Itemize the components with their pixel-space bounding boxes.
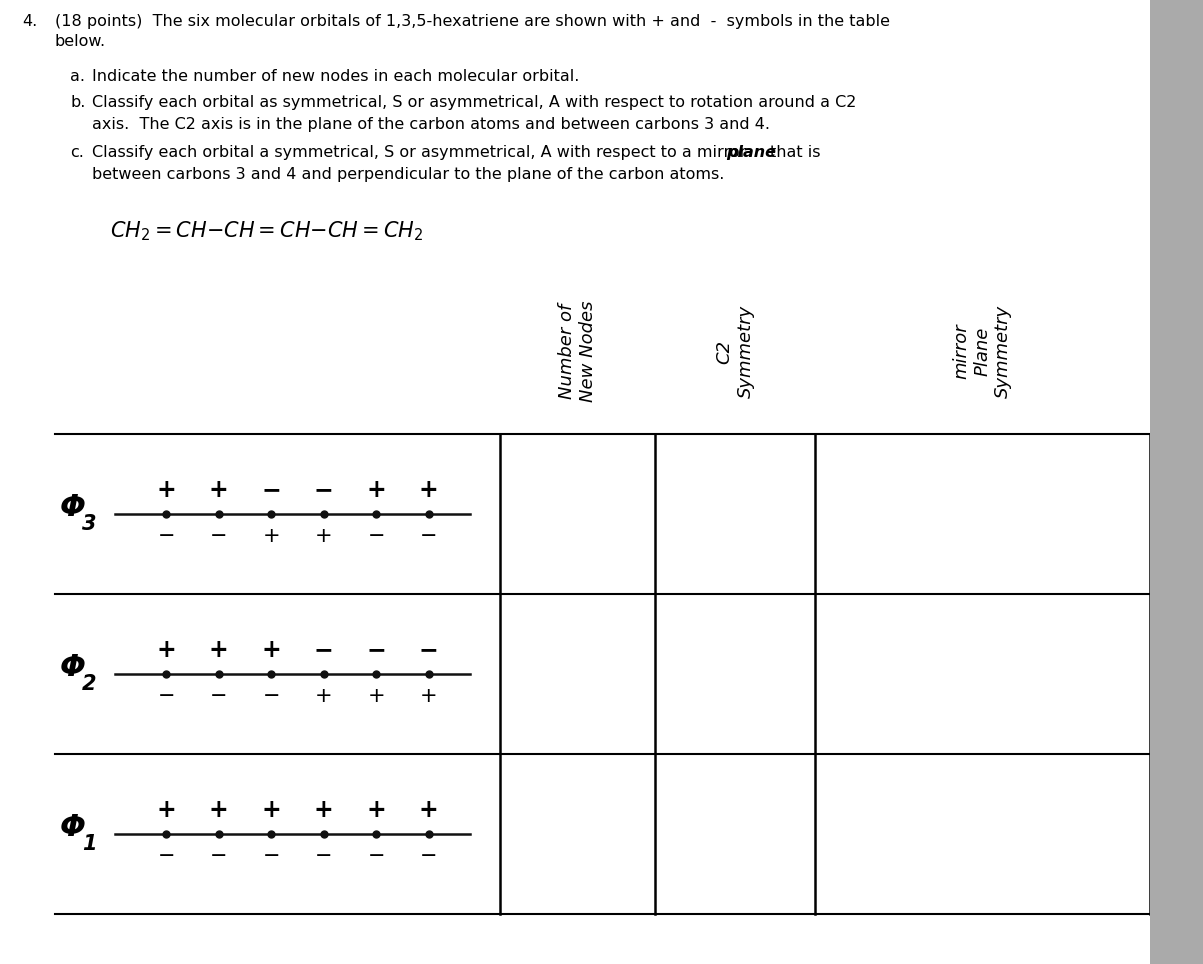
Text: Φ: Φ [60,814,85,843]
Text: c.: c. [70,145,84,160]
Text: −: − [262,846,280,866]
Text: +: + [315,686,332,706]
Text: Indicate the number of new nodes in each molecular orbital.: Indicate the number of new nodes in each… [91,69,580,84]
Text: −: − [419,638,438,662]
Text: (18 points)  The six molecular orbitals of 1,3,5-hexatriene are shown with + and: (18 points) The six molecular orbitals o… [55,14,890,29]
Text: C2
Symmetry: C2 Symmetry [716,305,754,398]
Text: b.: b. [70,95,85,110]
Text: that is: that is [770,145,820,160]
Text: 3: 3 [82,514,96,534]
Text: $\mathit{CH_2{=}CH{-}CH{=}CH{-}CH{=}CH_2}$: $\mathit{CH_2{=}CH{-}CH{=}CH{-}CH{=}CH_2… [109,219,423,243]
Text: +: + [314,798,333,822]
Text: −: − [211,526,227,546]
Text: −: − [366,638,386,662]
Text: +: + [366,478,386,502]
Text: −: − [158,526,176,546]
Text: −: − [420,846,438,866]
Text: between carbons 3 and 4 and perpendicular to the plane of the carbon atoms.: between carbons 3 and 4 and perpendicula… [91,167,724,182]
Text: 4.: 4. [22,14,37,29]
Text: +: + [420,686,438,706]
Text: +: + [366,798,386,822]
Text: +: + [261,798,282,822]
Text: +: + [209,798,229,822]
Text: below.: below. [55,34,106,49]
Text: +: + [156,638,177,662]
Text: Classify each orbital a symmetrical, S or asymmetrical, A with respect to a mirr: Classify each orbital a symmetrical, S o… [91,145,746,160]
Text: +: + [156,478,177,502]
Text: −: − [261,478,282,502]
Text: Number of
New Nodes: Number of New Nodes [558,301,597,402]
Text: +: + [315,526,332,546]
Text: +: + [262,526,280,546]
Text: 2: 2 [82,674,96,694]
Bar [1150,0,1203,964]
Text: −: − [315,846,332,866]
Text: +: + [261,638,282,662]
Text: −: − [314,478,333,502]
Text: Φ: Φ [60,494,85,522]
Text: −: − [420,526,438,546]
Text: Classify each orbital as symmetrical, S or asymmetrical, A with respect to rotat: Classify each orbital as symmetrical, S … [91,95,857,110]
Text: +: + [209,478,229,502]
Text: axis.  The C2 axis is in the plane of the carbon atoms and between carbons 3 and: axis. The C2 axis is in the plane of the… [91,117,770,132]
Text: −: − [158,846,176,866]
Text: −: − [211,686,227,706]
Text: a.: a. [70,69,85,84]
Text: +: + [156,798,177,822]
Text: −: − [262,686,280,706]
Text: +: + [367,686,385,706]
Text: −: − [367,526,385,546]
Text: −: − [158,686,176,706]
Text: +: + [419,798,438,822]
Text: −: − [314,638,333,662]
Text: +: + [419,478,438,502]
Text: plane: plane [725,145,776,160]
Text: mirror
Plane
Symmetry: mirror Plane Symmetry [953,305,1012,398]
Text: −: − [367,846,385,866]
Text: Φ: Φ [60,654,85,683]
Text: 1: 1 [82,834,96,854]
Text: −: − [211,846,227,866]
Text: +: + [209,638,229,662]
